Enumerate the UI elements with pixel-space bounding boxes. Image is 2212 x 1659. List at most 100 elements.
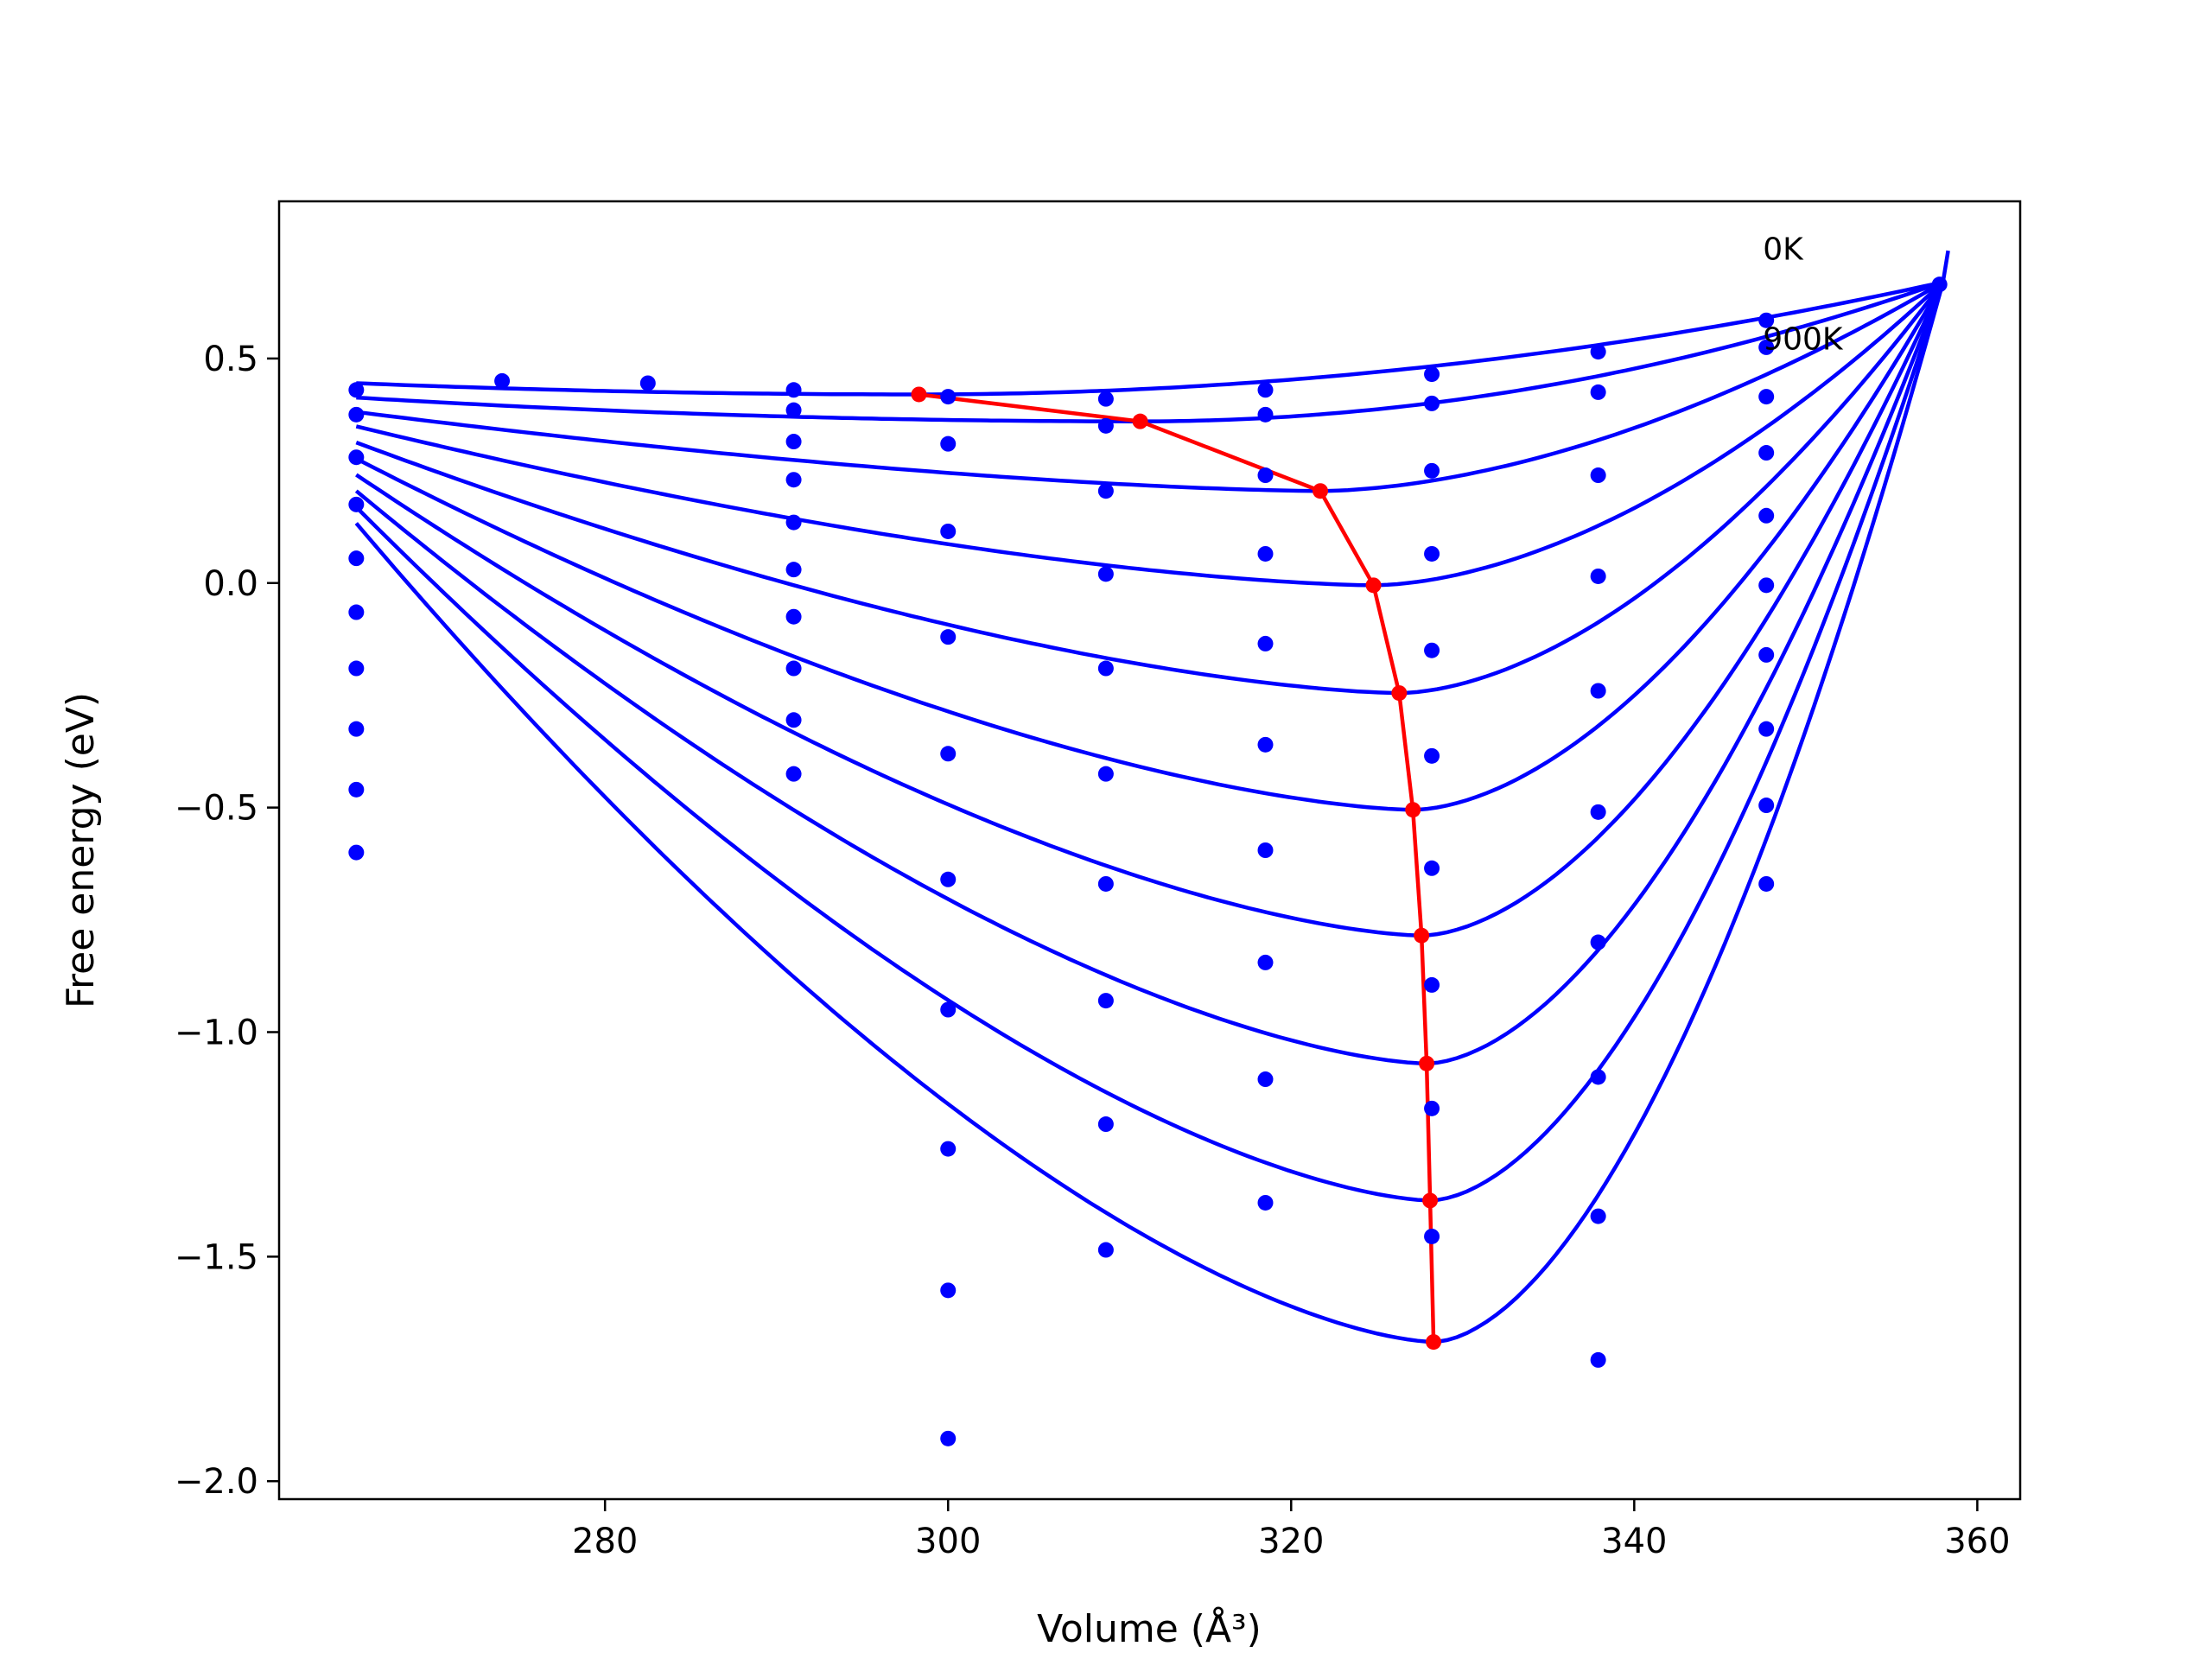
data-point bbox=[1097, 417, 1114, 434]
data-point bbox=[785, 382, 802, 398]
data-point bbox=[1097, 993, 1114, 1009]
fit-curve-7 bbox=[354, 281, 1945, 1066]
x-axis-ticks: 280 300 320 340 360 bbox=[572, 1499, 2011, 1561]
data-point bbox=[1758, 577, 1775, 594]
data-point bbox=[1097, 1116, 1114, 1133]
data-point bbox=[348, 604, 365, 620]
data-point bbox=[1590, 344, 1606, 360]
data-point bbox=[1758, 721, 1775, 737]
fit-curve-8 bbox=[354, 281, 1945, 1203]
x-tick-label: 320 bbox=[1258, 1522, 1324, 1561]
fit-curve-6 bbox=[355, 281, 1945, 938]
data-point bbox=[1590, 568, 1606, 584]
data-point bbox=[1424, 545, 1440, 562]
minimum-point bbox=[1405, 802, 1421, 818]
data-point bbox=[785, 402, 802, 418]
data-point bbox=[1257, 406, 1274, 423]
data-point bbox=[1257, 1071, 1274, 1088]
data-point bbox=[1590, 384, 1606, 400]
y-axis-label: Free energy (eV) bbox=[59, 692, 103, 1008]
data-point bbox=[1758, 339, 1775, 355]
data-point bbox=[1590, 467, 1606, 484]
x-tick-label: 340 bbox=[1601, 1522, 1667, 1561]
data-points-layer bbox=[348, 276, 1948, 1446]
data-point bbox=[639, 375, 656, 391]
data-point bbox=[785, 608, 802, 625]
minimum-path-layer bbox=[911, 386, 1442, 1351]
data-point bbox=[1097, 391, 1114, 407]
data-point bbox=[1097, 483, 1114, 499]
data-point bbox=[1424, 747, 1440, 764]
data-point bbox=[1257, 545, 1274, 562]
data-point bbox=[1758, 798, 1775, 814]
data-point bbox=[1424, 366, 1440, 383]
data-point bbox=[1424, 462, 1440, 479]
data-point bbox=[940, 1282, 957, 1299]
data-point bbox=[785, 712, 802, 728]
data-point bbox=[1097, 566, 1114, 582]
minimum-point bbox=[1426, 1334, 1442, 1351]
data-point bbox=[348, 382, 365, 398]
data-point bbox=[1758, 312, 1775, 328]
data-point bbox=[1097, 875, 1114, 892]
data-point bbox=[348, 550, 365, 567]
data-point bbox=[1758, 875, 1775, 892]
data-point bbox=[1758, 445, 1775, 461]
data-point bbox=[1590, 1351, 1606, 1368]
data-point bbox=[1097, 660, 1114, 677]
data-point bbox=[1257, 635, 1274, 652]
minimum-point bbox=[1132, 413, 1148, 429]
data-point bbox=[348, 449, 365, 466]
x-axis-label: Volume (Å³) bbox=[1037, 1605, 1262, 1651]
data-point bbox=[785, 766, 802, 782]
data-point bbox=[1424, 395, 1440, 411]
data-point bbox=[785, 472, 802, 488]
fit-curve-5 bbox=[355, 281, 1945, 812]
y-tick-label: −1.0 bbox=[175, 1013, 258, 1052]
annotation-0: 0K bbox=[1763, 232, 1804, 268]
data-point bbox=[1424, 642, 1440, 658]
data-point bbox=[940, 1001, 957, 1018]
data-point bbox=[1758, 646, 1775, 663]
data-point bbox=[1590, 1208, 1606, 1224]
data-point bbox=[940, 871, 957, 887]
y-tick-label: 0.5 bbox=[203, 340, 258, 379]
data-point bbox=[1590, 804, 1606, 820]
data-point bbox=[348, 781, 365, 798]
data-point bbox=[1257, 382, 1274, 398]
data-point bbox=[940, 389, 957, 405]
data-point bbox=[348, 496, 365, 512]
data-point bbox=[1257, 842, 1274, 858]
data-point bbox=[940, 1141, 957, 1157]
data-point bbox=[785, 514, 802, 531]
minimum-point bbox=[1313, 483, 1329, 499]
minimum-point bbox=[1422, 1192, 1439, 1209]
data-point bbox=[785, 660, 802, 677]
data-point bbox=[1590, 934, 1606, 950]
data-point bbox=[785, 434, 802, 450]
annotations: 0K 900K bbox=[1763, 232, 1844, 358]
data-point bbox=[1758, 507, 1775, 524]
minimum-point bbox=[1391, 685, 1408, 702]
y-tick-label: −0.5 bbox=[175, 789, 258, 829]
fit-curve-4 bbox=[355, 281, 1945, 696]
minimum-path-line bbox=[918, 392, 1436, 1343]
plot-frame bbox=[277, 200, 2022, 1501]
data-point bbox=[1590, 1069, 1606, 1085]
data-point bbox=[1424, 1100, 1440, 1116]
data-point bbox=[940, 523, 957, 539]
y-tick-label: 0.0 bbox=[203, 564, 258, 604]
minimum-point bbox=[1414, 927, 1430, 944]
y-tick-label: −2.0 bbox=[175, 1462, 258, 1502]
y-axis-ticks: −2.0 −1.5 −1.0 −0.5 0.0 0.5 bbox=[175, 340, 279, 1502]
fit-curve-0 bbox=[356, 280, 1944, 397]
data-point bbox=[348, 721, 365, 737]
data-point bbox=[1257, 467, 1274, 484]
data-point bbox=[1758, 389, 1775, 405]
annotation-1: 900K bbox=[1763, 322, 1844, 358]
data-point bbox=[940, 1430, 957, 1446]
data-point bbox=[1931, 276, 1948, 293]
minimum-point bbox=[1419, 1055, 1435, 1071]
fit-curves bbox=[354, 250, 1950, 1344]
